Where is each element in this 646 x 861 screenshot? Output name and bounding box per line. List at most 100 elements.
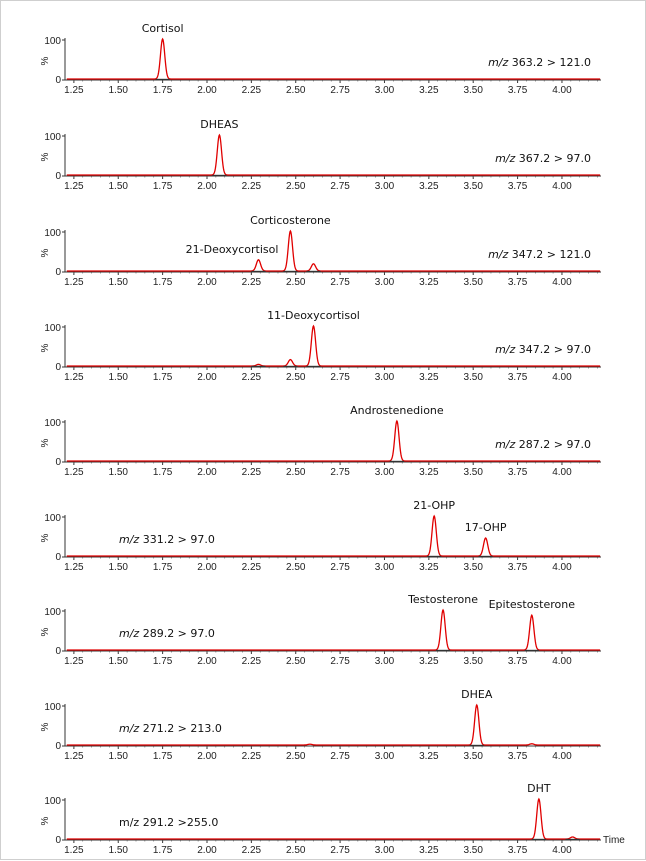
y-axis-label: % [40,722,51,731]
y-axis-label: % [40,152,51,161]
y-tick-label: 100 [44,418,61,429]
x-axis-title: Time [603,835,625,846]
transition-value: 289.2 > 97.0 [139,627,215,640]
x-tick-label: 3.00 [375,277,395,288]
transition-value: 331.2 > 97.0 [139,533,215,546]
x-tick-label: 3.50 [463,372,483,383]
x-tick-label: 2.75 [330,751,350,762]
peak-label: Testosterone [407,593,478,606]
x-tick-label: 2.50 [286,372,306,383]
transition-mz-prefix: m/z [495,438,515,451]
x-tick-label: 1.25 [64,656,84,667]
x-tick-label: 2.00 [197,845,217,856]
chromatogram-trace [66,608,601,651]
x-tick-label: 1.50 [109,467,129,478]
x-tick-label: 4.00 [552,372,572,383]
x-tick-label: 2.25 [242,372,262,383]
x-tick-label: 4.00 [552,467,572,478]
x-tick-label: 1.25 [64,467,84,478]
peak-label: 21-OHP [413,499,455,512]
y-axis-label: % [40,343,51,352]
chromatogram-trace [66,703,601,746]
x-tick-label: 2.00 [197,562,217,573]
x-tick-label: 2.25 [242,656,262,667]
transition-value: m/z 291.2 >255.0 [119,816,218,829]
x-tick-label: 3.00 [375,751,395,762]
x-tick-label: 1.50 [109,85,129,96]
x-tick-label: 2.50 [286,85,306,96]
peak-label: Epitestosterone [489,598,576,611]
y-tick-label: 0 [55,741,61,752]
y-tick-label: 100 [44,132,61,143]
x-tick-label: 1.25 [64,181,84,192]
x-tick-label: 1.75 [153,277,173,288]
x-tick-label: 3.00 [375,85,395,96]
x-tick-label: 3.25 [419,656,439,667]
chromatogram-trace [66,514,601,557]
x-tick-label: 3.50 [463,562,483,573]
x-tick-label: 1.25 [64,85,84,96]
transition-mz-prefix: m/z [119,722,139,735]
x-tick-label: 1.75 [153,656,173,667]
x-tick-label: 3.75 [508,656,528,667]
transition-value: 367.2 > 97.0 [515,152,591,165]
x-tick-label: 1.75 [153,372,173,383]
x-tick-label: 1.25 [64,845,84,856]
x-tick-label: 1.75 [153,845,173,856]
x-tick-label: 1.50 [109,181,129,192]
transition-label: m/z 331.2 > 97.0 [119,533,215,546]
y-tick-label: 0 [55,552,61,563]
x-tick-label: 3.00 [375,656,395,667]
x-tick-label: 4.00 [552,85,572,96]
x-tick-label: 1.75 [153,181,173,192]
x-tick-label: 2.25 [242,277,262,288]
chromatogram-trace [66,229,601,272]
transition-value: 347.2 > 121.0 [508,248,591,261]
x-tick-label: 3.25 [419,277,439,288]
x-tick-label: 3.75 [508,845,528,856]
x-tick-label: 3.75 [508,85,528,96]
x-tick-label: 2.00 [197,372,217,383]
x-tick-label: 2.25 [242,845,262,856]
x-tick-label: 2.75 [330,467,350,478]
x-tick-label: 3.50 [463,181,483,192]
x-tick-label: 2.00 [197,181,217,192]
transition-value: 271.2 > 213.0 [139,722,222,735]
peak-label: 11-Deoxycortisol [267,309,360,322]
x-tick-label: 4.00 [552,562,572,573]
peak-label: DHEA [461,688,493,701]
y-axis-label: % [40,816,51,825]
x-tick-label: 3.75 [508,181,528,192]
x-tick-label: 2.25 [242,751,262,762]
x-tick-label: 2.00 [197,751,217,762]
x-tick-label: 2.50 [286,845,306,856]
y-tick-label: 0 [55,267,61,278]
x-tick-label: 1.25 [64,277,84,288]
transition-label: m/z 347.2 > 97.0 [495,343,591,356]
x-tick-label: 1.50 [109,562,129,573]
x-tick-label: 3.25 [419,372,439,383]
x-tick-label: 4.00 [552,656,572,667]
x-tick-label: 4.00 [552,845,572,856]
x-tick-label: 1.75 [153,467,173,478]
x-tick-label: 2.75 [330,372,350,383]
chromatogram-trace [66,133,601,176]
y-axis-label: % [40,438,51,447]
peak-label: 17-OHP [465,521,507,534]
transition-label: m/z 271.2 > 213.0 [119,722,222,735]
x-tick-label: 2.25 [242,85,262,96]
peak-label: DHEAS [200,118,238,131]
x-tick-label: 1.75 [153,562,173,573]
chromatogram-trace [66,797,601,840]
x-tick-label: 3.75 [508,751,528,762]
chromatogram-trace [66,324,601,367]
x-tick-label: 2.00 [197,85,217,96]
transition-value: 287.2 > 97.0 [515,438,591,451]
y-tick-label: 0 [55,362,61,373]
x-tick-label: 3.25 [419,85,439,96]
x-tick-label: 2.50 [286,562,306,573]
y-tick-label: 0 [55,75,61,86]
y-axis-label: % [40,533,51,542]
